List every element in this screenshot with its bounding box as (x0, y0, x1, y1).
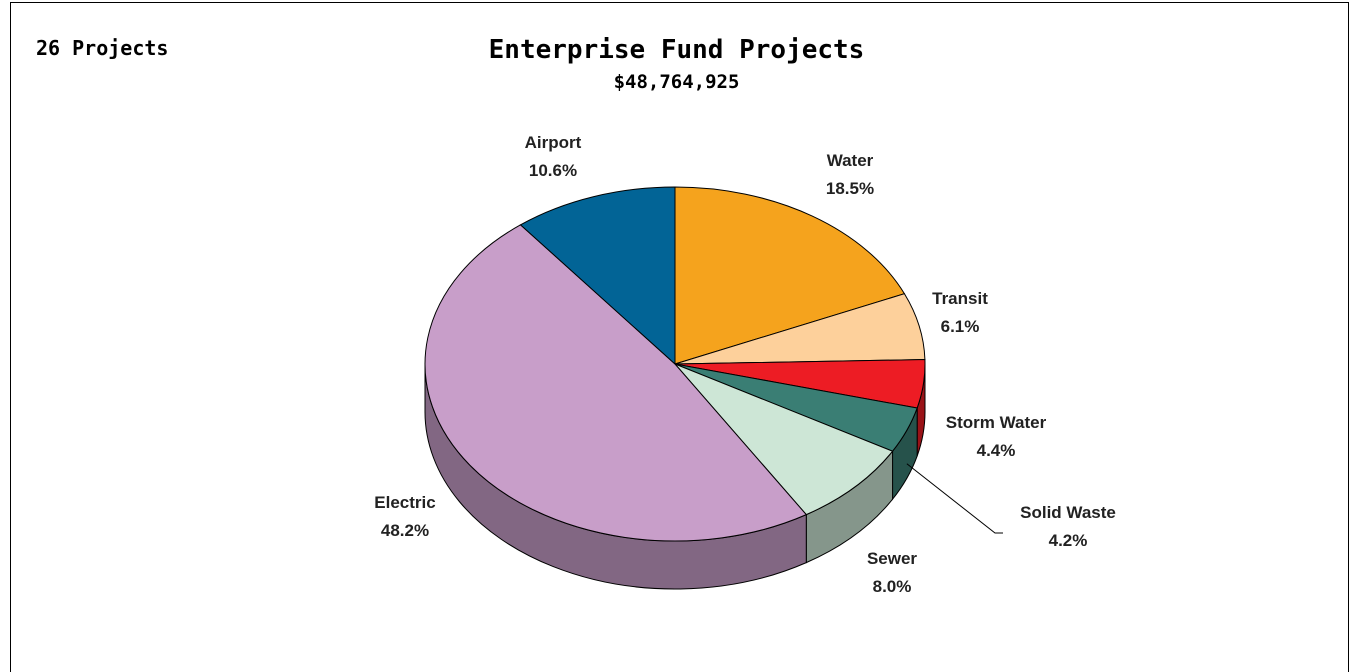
leader-lines (906, 463, 1003, 534)
pie-slice-sewer (674, 363, 894, 516)
chart-frame (10, 2, 1349, 672)
slice-label-transit: Transit (932, 289, 988, 308)
chart-title: Enterprise Fund Projects (488, 35, 865, 65)
pie-slices (424, 186, 926, 542)
pie-sides (424, 363, 926, 590)
slice-value-transit: 6.1% (941, 317, 980, 336)
slice-label-sewer: Sewer (867, 549, 917, 568)
slice-value-solid-waste: 4.2% (1049, 531, 1088, 550)
slice-label-water: Water (827, 151, 874, 170)
slice-labels: Water 18.5% Transit 6.1% Storm Water 4.4% Soli… (374, 133, 1116, 596)
pie-slice-airport (519, 186, 676, 366)
pie-slice-water (674, 186, 906, 365)
slice-value-sewer: 8.0% (873, 577, 912, 596)
chart-subtitle: $48,764,925 (613, 71, 740, 93)
pie-slice-electric (424, 224, 808, 542)
slice-value-water: 18.5% (826, 179, 874, 198)
project-count: 26 Projects (36, 36, 169, 60)
leader-line-solid-waste (906, 463, 1003, 534)
slice-label-airport: Airport (525, 133, 582, 152)
slice-label-electric: Electric (374, 493, 435, 512)
slice-value-electric: 48.2% (381, 521, 429, 540)
slice-label-solid-waste: Solid Waste (1020, 503, 1116, 522)
slice-label-storm-water: Storm Water (946, 413, 1047, 432)
pie-chart: Water 18.5% Transit 6.1% Storm Water 4.4% Soli… (374, 133, 1116, 596)
slice-value-airport: 10.6% (529, 161, 577, 180)
slice-value-storm-water: 4.4% (977, 441, 1016, 460)
